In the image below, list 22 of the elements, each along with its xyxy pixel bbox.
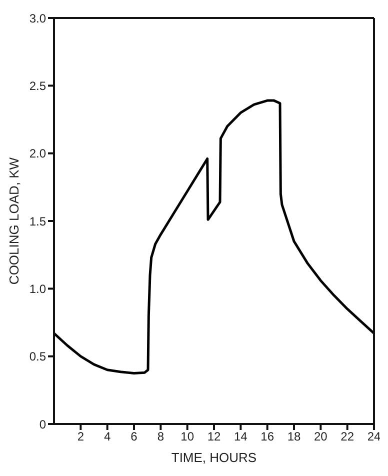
x-axis-title: TIME, HOURS [171,450,257,465]
x-tick-label: 10 [180,430,194,444]
x-tick-label: 22 [340,430,354,444]
y-tick-label: 1.0 [29,282,46,296]
x-tick-label: 6 [130,430,138,444]
y-tick-label: 1.5 [29,214,46,228]
y-tick-label: 2.0 [29,146,46,161]
x-tick-label: 24 [367,430,381,444]
x-tick-label: 14 [234,430,248,444]
x-tick-label: 18 [287,430,301,444]
x-tick-label: 4 [104,430,111,444]
x-tick-label: 20 [314,430,328,444]
x-tick-label: 12 [207,430,221,444]
y-tick-label: 2.5 [29,78,46,93]
x-tick-label: 16 [260,430,274,444]
line-series [54,99,374,374]
x-tick-label: 8 [157,430,164,444]
y-axis-title: COOLING LOAD, KW [6,156,22,285]
y-tick-label: 0.5 [29,350,46,364]
y-tick-label: 3.0 [29,11,46,26]
y-tick-label: 0 [39,417,46,432]
x-tick-label: 2 [77,430,84,444]
